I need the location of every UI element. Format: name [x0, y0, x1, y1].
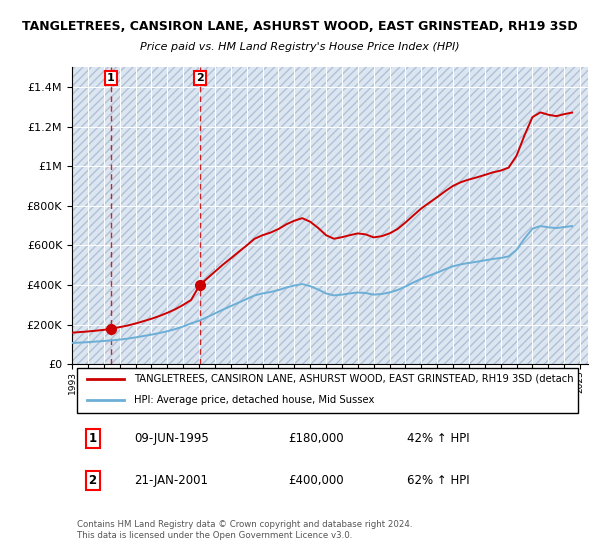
Text: HPI: Average price, detached house, Mid Sussex: HPI: Average price, detached house, Mid …: [134, 395, 374, 405]
Text: TANGLETREES, CANSIRON LANE, ASHURST WOOD, EAST GRINSTEAD, RH19 3SD: TANGLETREES, CANSIRON LANE, ASHURST WOOD…: [22, 20, 578, 32]
Text: 42% ↑ HPI: 42% ↑ HPI: [407, 432, 470, 445]
Text: 21-JAN-2001: 21-JAN-2001: [134, 474, 208, 487]
Text: TANGLETREES, CANSIRON LANE, ASHURST WOOD, EAST GRINSTEAD, RH19 3SD (detach: TANGLETREES, CANSIRON LANE, ASHURST WOOD…: [134, 374, 574, 384]
Text: £180,000: £180,000: [289, 432, 344, 445]
Text: £400,000: £400,000: [289, 474, 344, 487]
Text: 2: 2: [89, 474, 97, 487]
Text: 1: 1: [89, 432, 97, 445]
Text: 09-JUN-1995: 09-JUN-1995: [134, 432, 209, 445]
FancyBboxPatch shape: [77, 368, 578, 413]
Text: 1: 1: [107, 73, 115, 83]
Text: 2: 2: [196, 73, 203, 83]
Text: Price paid vs. HM Land Registry's House Price Index (HPI): Price paid vs. HM Land Registry's House …: [140, 42, 460, 52]
Text: 62% ↑ HPI: 62% ↑ HPI: [407, 474, 470, 487]
Text: Contains HM Land Registry data © Crown copyright and database right 2024.
This d: Contains HM Land Registry data © Crown c…: [77, 520, 413, 539]
